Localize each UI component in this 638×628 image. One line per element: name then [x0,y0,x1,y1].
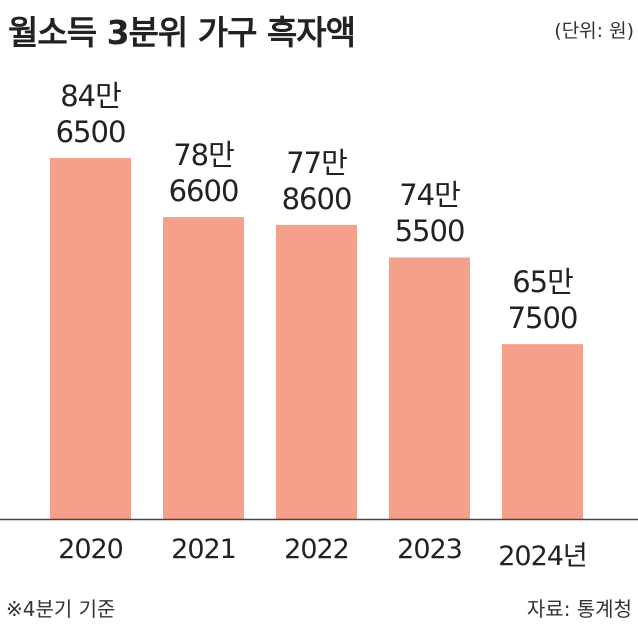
bar [163,216,244,519]
unit-label: (단위: 원) [554,20,634,42]
x-tick-label: 2021 [171,534,237,565]
x-tick-label: 2024년 [498,541,588,572]
source: 자료: 통계청 [526,597,632,621]
note: ※4분기 기준 [6,597,116,621]
bar [50,157,131,519]
value-label: 84만 6500 [55,78,127,149]
value-label: 77만 8600 [281,145,353,216]
value-label: 65만 7500 [507,265,579,336]
bar [276,224,357,519]
value-label: 74만 5500 [394,178,466,249]
value-label: 78만 6600 [168,137,240,208]
chart-title: 월소득 3분위 가구 흑자액 [8,13,356,52]
x-tick-label: 2022 [284,534,350,565]
bar [389,257,470,519]
x-tick-label: 2020 [58,534,124,565]
x-tick-label: 2023 [397,534,463,565]
bar [502,344,583,519]
